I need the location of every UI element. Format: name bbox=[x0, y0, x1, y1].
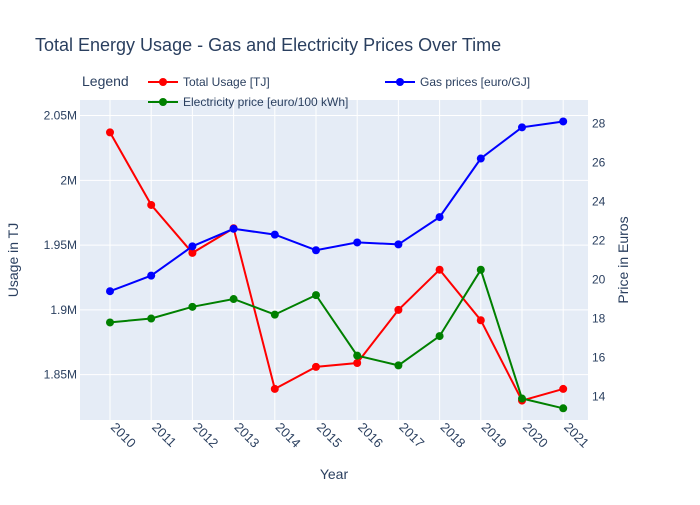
legend-item: Total Usage [TJ] bbox=[148, 75, 270, 89]
data-point bbox=[270, 230, 279, 239]
y-right-tick-label: 16 bbox=[592, 351, 606, 365]
y-left-tick-label: 2.05M bbox=[44, 109, 77, 123]
data-point bbox=[394, 361, 403, 370]
data-point bbox=[147, 314, 156, 323]
legend-swatch-marker bbox=[159, 78, 167, 86]
legend-swatch-marker bbox=[159, 98, 167, 106]
y-right-tick-labels: 14 16 18 20 22 24 26 28 bbox=[592, 116, 606, 403]
data-point bbox=[476, 154, 485, 163]
legend-swatch-marker bbox=[396, 78, 404, 86]
x-tick-label: 2021 bbox=[561, 420, 592, 451]
y-left-tick-label: 1.95M bbox=[44, 238, 77, 252]
data-point bbox=[435, 332, 444, 341]
plot-background bbox=[80, 100, 588, 420]
data-point bbox=[147, 200, 156, 209]
y-left-tick-labels: 1.85M 1.9M 1.95M 2M 2.05M bbox=[44, 109, 77, 382]
data-point bbox=[476, 265, 485, 274]
data-point bbox=[106, 128, 114, 137]
data-point bbox=[188, 248, 197, 257]
data-point bbox=[435, 265, 444, 274]
data-point bbox=[435, 213, 444, 222]
chart-title: Total Energy Usage - Gas and Electricity… bbox=[35, 35, 501, 55]
x-tick-label: 2011 bbox=[149, 420, 179, 450]
y-right-tick-label: 26 bbox=[592, 155, 606, 169]
x-tick-label: 2020 bbox=[520, 420, 551, 451]
data-point bbox=[559, 404, 568, 413]
data-point bbox=[312, 362, 320, 371]
data-point bbox=[229, 295, 238, 304]
data-point bbox=[559, 384, 568, 393]
x-tick-label: 2017 bbox=[396, 420, 427, 451]
x-tick-label: 2014 bbox=[273, 420, 304, 451]
y-right-axis-title: Price in Euros bbox=[615, 216, 631, 303]
data-point bbox=[188, 302, 197, 311]
data-point bbox=[312, 291, 320, 300]
y-right-tick-label: 22 bbox=[592, 233, 606, 247]
legend-title: Legend bbox=[82, 73, 129, 89]
series-line-0 bbox=[109, 131, 564, 402]
data-point bbox=[394, 240, 403, 249]
legend-label: Electricity price [euro/100 kWh] bbox=[183, 95, 348, 109]
y-right-tick-label: 18 bbox=[592, 312, 606, 326]
series-layer bbox=[106, 117, 568, 413]
data-point bbox=[188, 242, 197, 251]
legend-items: Total Usage [TJ] Electricity price [euro/… bbox=[148, 75, 530, 109]
y-left-tick-label: 1.85M bbox=[44, 368, 77, 382]
y-left-tick-label: 2M bbox=[60, 173, 77, 187]
y-right-tick-label: 14 bbox=[592, 390, 606, 404]
data-point bbox=[270, 384, 279, 393]
data-point bbox=[559, 117, 568, 126]
legend-item: Electricity price [euro/100 kWh] bbox=[148, 95, 348, 109]
x-tick-label: 2012 bbox=[190, 420, 221, 451]
legend: Legend Total Usage [TJ] Electricity price… bbox=[82, 73, 530, 109]
x-axis-title: Year bbox=[320, 466, 349, 482]
legend-item: Gas prices [euro/GJ] bbox=[385, 75, 530, 89]
data-point bbox=[353, 238, 362, 247]
x-tick-label: 2015 bbox=[314, 420, 345, 451]
legend-label: Total Usage [TJ] bbox=[183, 75, 270, 89]
x-tick-label: 2013 bbox=[231, 420, 262, 451]
data-point bbox=[476, 316, 485, 325]
x-tick-label: 2019 bbox=[479, 420, 510, 451]
series-line-1 bbox=[109, 267, 564, 410]
grid bbox=[80, 100, 588, 420]
data-point bbox=[353, 358, 362, 367]
x-tick-labels: 2010 2011 2012 2013 2014 2015 2016 2017 2018 2019… bbox=[108, 420, 592, 451]
data-point bbox=[270, 310, 279, 319]
y-right-tick-label: 24 bbox=[592, 194, 606, 208]
data-point bbox=[229, 224, 238, 233]
x-tick-label: 2018 bbox=[437, 420, 468, 451]
legend-label: Gas prices [euro/GJ] bbox=[420, 75, 530, 89]
data-point bbox=[353, 351, 362, 360]
data-point bbox=[147, 271, 156, 280]
y-left-tick-label: 1.9M bbox=[50, 303, 77, 317]
series-line-2 bbox=[109, 120, 564, 293]
data-point bbox=[106, 287, 114, 296]
data-point bbox=[106, 318, 114, 327]
data-point bbox=[518, 394, 526, 403]
data-point bbox=[518, 123, 526, 132]
x-tick-label: 2016 bbox=[355, 420, 386, 451]
y-right-tick-label: 20 bbox=[592, 273, 606, 287]
x-tick-label: 2010 bbox=[108, 420, 139, 451]
y-right-tick-label: 28 bbox=[592, 116, 606, 130]
y-left-axis-title: Usage in TJ bbox=[5, 223, 21, 297]
data-point bbox=[394, 305, 403, 314]
data-point bbox=[312, 246, 320, 255]
